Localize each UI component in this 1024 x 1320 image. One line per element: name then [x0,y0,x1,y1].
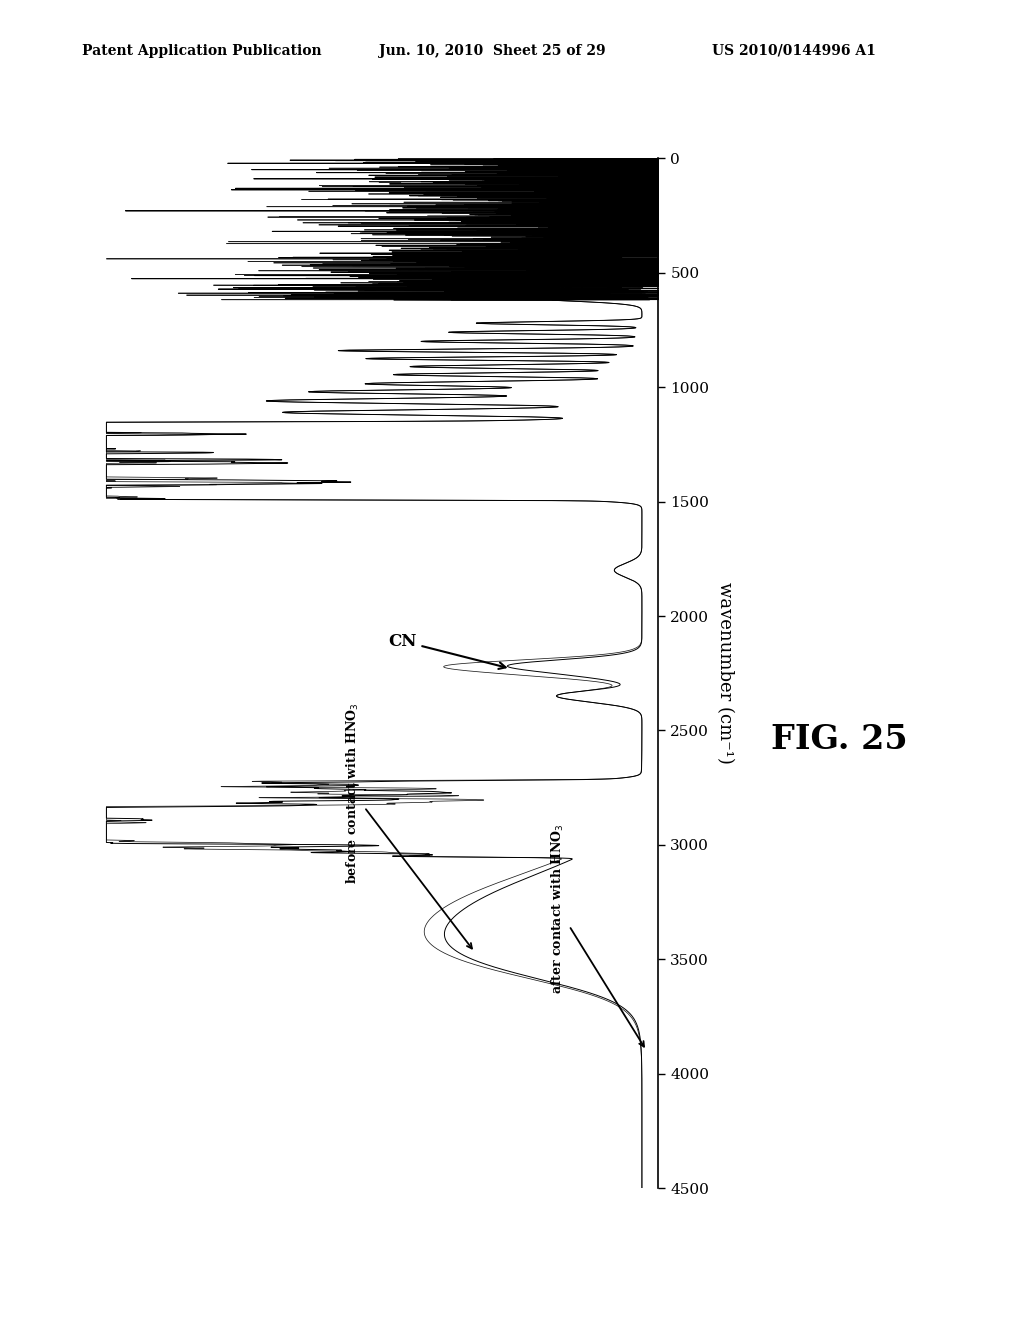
Y-axis label: wavenumber (cm⁻¹): wavenumber (cm⁻¹) [716,582,734,764]
Text: before contact with HNO$_3$: before contact with HNO$_3$ [345,702,472,949]
Text: Patent Application Publication: Patent Application Publication [82,44,322,58]
Text: CN: CN [388,632,506,669]
Text: after contact with HNO$_3$: after contact with HNO$_3$ [550,822,644,1047]
Text: US 2010/0144996 A1: US 2010/0144996 A1 [712,44,876,58]
Text: FIG. 25: FIG. 25 [771,723,908,755]
Text: Jun. 10, 2010  Sheet 25 of 29: Jun. 10, 2010 Sheet 25 of 29 [379,44,605,58]
